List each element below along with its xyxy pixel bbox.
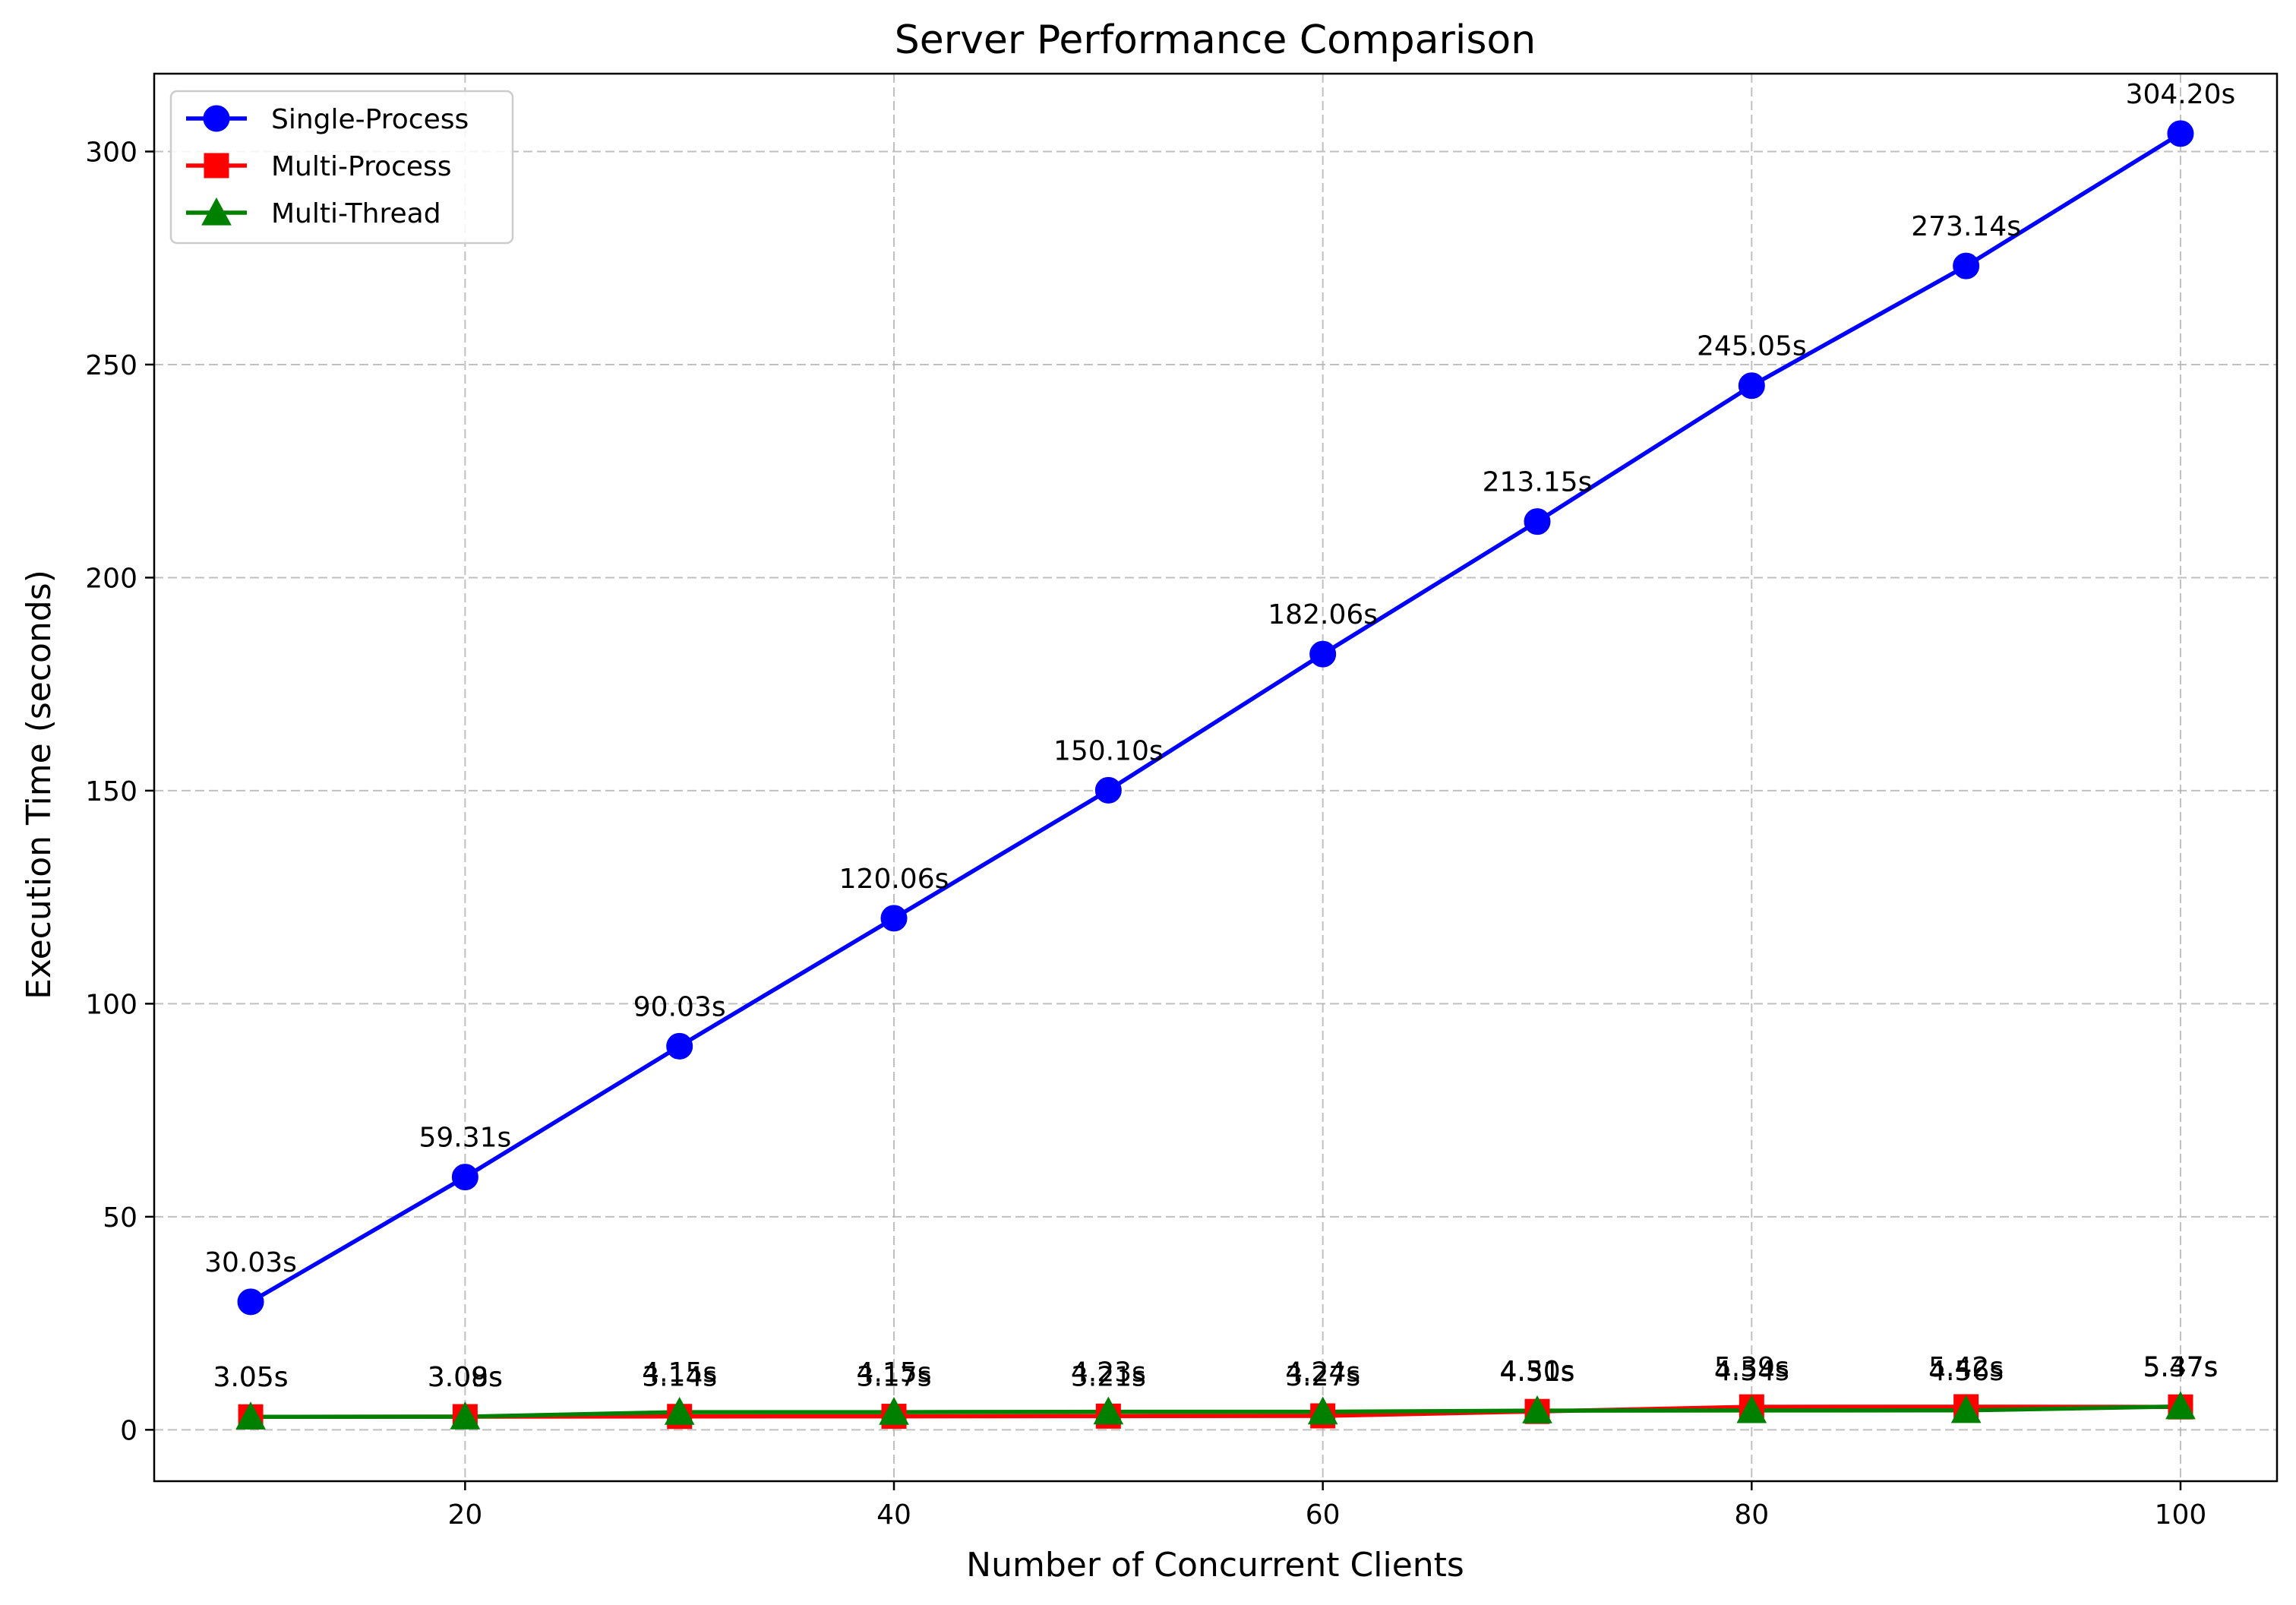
multi-process-data-label: 3.09s (428, 1362, 503, 1393)
multi-process-data-label: 3.05s (213, 1362, 289, 1393)
single-process-point (880, 905, 908, 932)
multi-thread-point (1522, 1395, 1552, 1423)
multi-thread-point (879, 1397, 909, 1425)
chart-title: Server Performance Comparison (895, 17, 1536, 63)
y-tick-label: 150 (85, 776, 137, 807)
multi-process-line (251, 1404, 2181, 1419)
multi-thread-data-label: 3.08s (428, 1362, 503, 1393)
multi-process-data-label: 5.39s (1714, 1352, 1789, 1383)
single-process-point (1738, 372, 1765, 400)
y-axis-label: Execution Time (seconds) (20, 570, 58, 1000)
multi-thread-data-label: 4.50s (1500, 1356, 1575, 1387)
multi-thread-point (1093, 1396, 1124, 1425)
single-process-point (237, 1288, 264, 1316)
single-process-data-label: 304.20s (2126, 79, 2236, 110)
multi-thread-point (1950, 1395, 1982, 1423)
single-process-point (1309, 640, 1337, 668)
x-tick-label: 60 (1306, 1499, 1341, 1531)
single-process-point (451, 1164, 478, 1191)
multi-thread-data-label: 4.23s (1071, 1357, 1146, 1389)
single-process-data-label: 120.06s (839, 864, 949, 895)
single-process-data-label: 59.31s (418, 1123, 511, 1154)
multi-process-data-label: 3.27s (1285, 1361, 1360, 1392)
x-axis-label: Number of Concurrent Clients (966, 1546, 1464, 1584)
multi-thread-data-label: 4.56s (1928, 1356, 2004, 1387)
legend-box (169, 90, 514, 245)
single-process-data-label: 30.03s (204, 1247, 297, 1278)
single-process-data-label: 182.06s (1268, 599, 1378, 630)
legend-multi-thread-marker (201, 197, 232, 226)
multi-thread-point (450, 1401, 481, 1430)
y-tick-label: 50 (103, 1202, 137, 1234)
multi-thread-line (251, 1404, 2181, 1419)
single-process-point (2167, 120, 2194, 147)
multi-process-data-label: 5.37s (2143, 1352, 2218, 1383)
multi-thread-data-label: 4.15s (642, 1357, 717, 1389)
x-tick-label: 100 (2155, 1499, 2207, 1531)
y-tick-label: 300 (85, 137, 137, 168)
multi-thread-data-label: 4.54s (1714, 1356, 1789, 1387)
y-tick-label: 200 (85, 563, 137, 594)
series-lines (249, 131, 2182, 1419)
multi-process-data-label: 3.17s (857, 1362, 932, 1393)
single-process-data-label: 150.10s (1053, 735, 1164, 766)
series-markers (235, 120, 2196, 1430)
single-process-point (1094, 776, 1122, 804)
multi-thread-data-label: 5.47s (2143, 1352, 2218, 1383)
multi-process-data-label: 3.21s (1071, 1361, 1146, 1392)
multi-process-data-label: 4.31s (1500, 1357, 1575, 1388)
legend-multi-process-marker (204, 153, 229, 179)
legend-multi-process-label: Multi-Process (271, 151, 452, 182)
multi-thread-point (1736, 1395, 1767, 1423)
multi-thread-data-label: 3.05s (213, 1362, 289, 1393)
y-axis-ticks: 0 50 100 150 200 250 300 (85, 137, 154, 1446)
x-tick-label: 20 (447, 1499, 482, 1531)
multi-process-data-label: 3.14s (642, 1362, 717, 1393)
multi-thread-point (2165, 1391, 2196, 1420)
y-tick-label: 250 (85, 350, 137, 381)
multi-thread-data-label: 4.24s (1285, 1357, 1360, 1389)
y-tick-label: 100 (85, 989, 137, 1020)
y-tick-label: 0 (120, 1415, 137, 1446)
multi-thread-point (664, 1397, 695, 1425)
multi-thread-point (235, 1401, 266, 1430)
legend-single-process-label: Single-Process (271, 104, 469, 135)
multi-thread-data-label: 4.15s (857, 1357, 932, 1389)
data-labels: 30.03s 59.31s 90.03s 120.06s 150.10s 182.06s 2… (204, 79, 2235, 1393)
single-process-line (249, 131, 2182, 1304)
multi-thread-point (1307, 1396, 1338, 1425)
single-process-point (1953, 252, 1980, 280)
single-process-data-label: 245.05s (1697, 331, 1807, 362)
x-axis-ticks: 20 40 60 80 100 (447, 1481, 2206, 1531)
x-tick-label: 40 (876, 1499, 911, 1531)
x-tick-label: 80 (1734, 1499, 1769, 1531)
single-process-point (1524, 508, 1551, 536)
single-process-data-label: 90.03s (633, 991, 726, 1022)
single-process-data-label: 273.14s (1911, 211, 2021, 242)
single-process-point (666, 1032, 693, 1060)
plot-frame (153, 72, 2279, 1483)
multi-process-data-label: 5.42s (1928, 1352, 2004, 1383)
grid-lines (154, 74, 2277, 1481)
legend: Single-Process Multi-Process Multi-Thread (169, 90, 514, 245)
legend-multi-thread-label: Multi-Thread (271, 198, 441, 229)
legend-single-process-marker (203, 105, 230, 132)
single-process-data-label: 213.15s (1483, 467, 1593, 498)
